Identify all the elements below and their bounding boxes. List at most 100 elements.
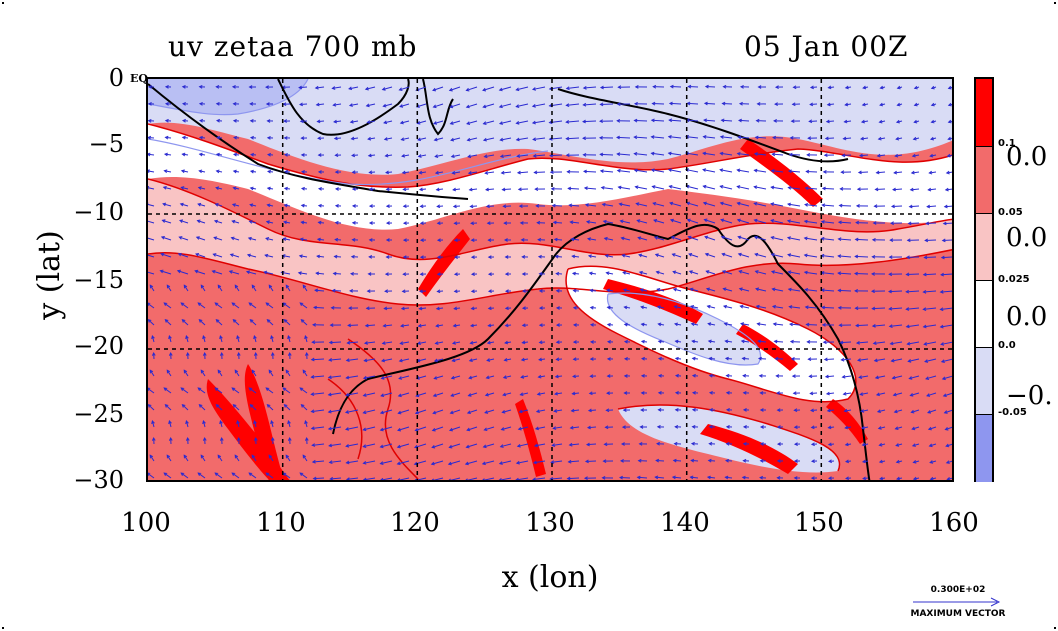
wind-vector-head xyxy=(398,376,403,380)
wind-vector-head xyxy=(304,351,309,356)
wind-vector xyxy=(165,319,172,326)
wind-vector-head xyxy=(217,369,222,374)
wind-vector-head xyxy=(198,152,203,157)
wind-vector-head xyxy=(332,102,337,107)
wind-vector xyxy=(533,477,546,480)
wind-vector-head xyxy=(908,204,913,209)
wind-vector-head xyxy=(691,373,696,378)
wind-vector-head xyxy=(348,306,352,310)
wind-vector xyxy=(588,255,597,258)
wind-vector xyxy=(363,409,376,414)
wind-vector-head xyxy=(397,393,402,398)
wind-vector-head xyxy=(845,459,850,464)
wind-vector-head xyxy=(266,135,271,140)
wind-vector-head xyxy=(501,187,506,192)
wind-vector-head xyxy=(384,289,389,294)
wind-vector-head xyxy=(197,186,202,190)
wind-vector-head xyxy=(589,374,594,379)
wind-vector xyxy=(906,290,920,293)
wind-vector-head xyxy=(449,410,454,415)
wind-vector-head xyxy=(299,302,304,306)
wind-vector-head xyxy=(366,289,371,293)
wind-vector xyxy=(501,171,512,174)
wind-vector xyxy=(432,477,444,480)
wind-vector xyxy=(284,319,291,326)
wind-vector xyxy=(536,409,546,413)
wind-vector-head xyxy=(552,220,557,225)
wind-vector-head xyxy=(888,255,893,259)
wind-vector xyxy=(722,253,733,258)
wind-vector-head xyxy=(433,121,438,125)
wind-vector-head xyxy=(911,443,916,447)
wind-vector-head xyxy=(504,306,509,311)
wind-vector xyxy=(381,392,393,397)
wind-vector-head xyxy=(253,335,257,340)
wind-vector-head xyxy=(601,475,606,480)
wind-vector-head xyxy=(755,287,760,292)
wind-vector-head xyxy=(431,444,436,449)
wind-vector-head xyxy=(759,425,764,429)
wind-vector-head xyxy=(620,236,625,241)
wind-vector-head xyxy=(810,425,815,430)
wind-vector-head xyxy=(941,238,946,243)
wind-vector xyxy=(652,185,665,190)
wind-vector-head xyxy=(690,322,695,327)
wind-vector xyxy=(233,319,240,326)
wind-vector-head xyxy=(807,357,812,362)
wind-vector xyxy=(517,171,529,174)
wind-vector-head xyxy=(871,254,876,259)
wind-vector xyxy=(432,86,444,91)
wind-vector-head xyxy=(300,318,305,323)
wind-vector-head xyxy=(199,118,204,123)
wind-vector xyxy=(571,409,580,412)
wind-vector xyxy=(771,186,784,190)
wind-vector xyxy=(482,477,495,480)
wind-vector xyxy=(893,392,903,396)
wind-vector xyxy=(671,236,682,241)
wind-vector xyxy=(654,236,665,241)
wind-vector-head xyxy=(433,376,438,380)
wind-vector-head xyxy=(687,84,692,89)
wind-vector-head xyxy=(195,252,200,257)
wind-vector xyxy=(285,455,291,462)
wind-vector-head xyxy=(843,119,848,124)
wind-vector-head xyxy=(332,271,337,276)
wind-vector xyxy=(314,306,325,309)
wind-vector-head xyxy=(381,341,386,345)
wind-vector xyxy=(284,404,291,411)
wind-vector xyxy=(504,358,512,361)
wind-vector xyxy=(466,477,478,480)
wind-vector xyxy=(873,341,886,344)
wind-vector-head xyxy=(772,322,777,327)
wind-vector xyxy=(311,409,325,413)
wind-vector-head xyxy=(482,478,485,480)
wind-vector-head xyxy=(654,475,659,480)
wind-vector-head xyxy=(414,478,418,480)
wind-vector-head xyxy=(283,119,288,123)
wind-vector-head xyxy=(451,358,456,363)
wind-vector xyxy=(634,119,648,122)
wind-vector xyxy=(148,170,155,173)
wind-vector-head xyxy=(827,476,832,480)
wind-vector xyxy=(669,202,682,207)
wind-vector-head xyxy=(350,254,355,259)
wind-vector-head xyxy=(774,102,778,106)
wind-vector-head xyxy=(606,288,611,293)
wind-vector-head xyxy=(302,284,307,289)
wind-vector xyxy=(685,169,699,173)
wind-vector xyxy=(265,387,274,394)
wind-vector-head xyxy=(788,152,793,157)
wind-vector-head xyxy=(215,169,220,174)
wind-vector-head xyxy=(789,339,794,344)
map-plot-area[interactable] xyxy=(146,77,954,482)
wind-vector-head xyxy=(604,254,609,258)
wind-vector xyxy=(214,387,223,394)
wind-vector-head xyxy=(248,302,253,306)
wind-vector-head xyxy=(436,255,441,260)
wind-vector xyxy=(302,285,308,292)
wind-vector xyxy=(453,324,461,327)
wind-vector-head xyxy=(803,236,808,241)
wind-vector xyxy=(555,255,563,258)
wind-vector-head xyxy=(911,153,916,158)
wind-vector-head xyxy=(181,403,186,408)
